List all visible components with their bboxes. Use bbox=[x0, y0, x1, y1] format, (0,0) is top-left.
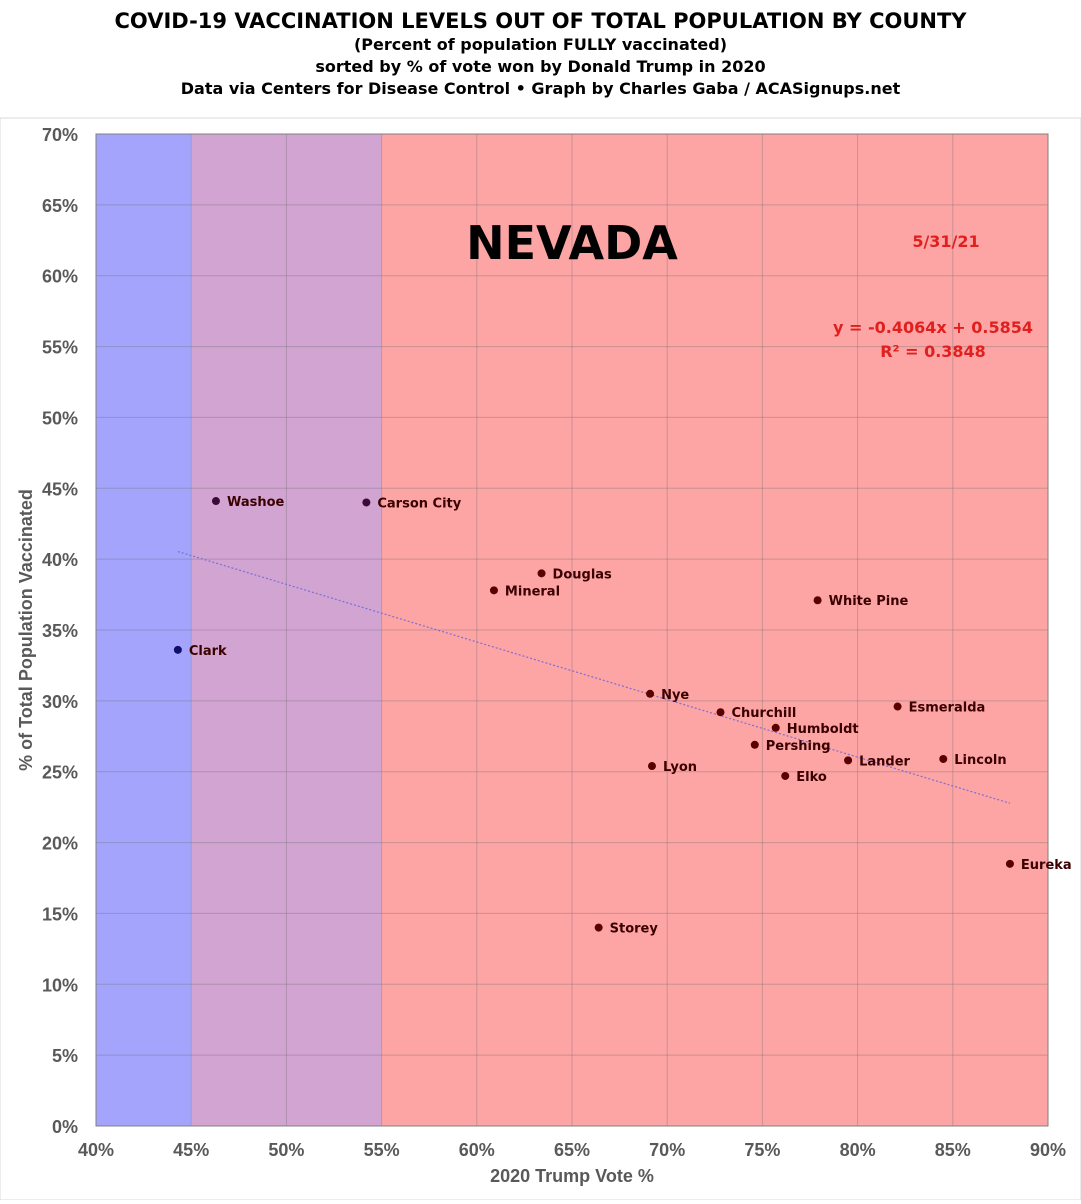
y-tick-label: 25% bbox=[42, 763, 78, 783]
point-pershing bbox=[750, 740, 759, 749]
y-tick-label: 60% bbox=[42, 267, 78, 287]
point-churchill bbox=[716, 708, 725, 717]
y-tick-label: 50% bbox=[42, 408, 78, 428]
trend-equation: y = -0.4064x + 0.5854 bbox=[833, 318, 1033, 337]
x-tick-label: 80% bbox=[840, 1140, 876, 1160]
label-eureka: Eureka bbox=[1021, 858, 1072, 873]
chart-sort-note: sorted by % of vote won by Donald Trump … bbox=[315, 57, 766, 76]
y-tick-label: 65% bbox=[42, 196, 78, 216]
label-lander: Lander bbox=[859, 754, 910, 769]
x-tick-label: 75% bbox=[744, 1140, 780, 1160]
y-tick-label: 30% bbox=[42, 692, 78, 712]
y-tick-label: 55% bbox=[42, 338, 78, 358]
state-label: NEVADA bbox=[466, 216, 678, 270]
x-tick-label: 85% bbox=[935, 1140, 971, 1160]
label-pershing: Pershing bbox=[766, 739, 831, 754]
chart-subtitle: (Percent of population FULLY vaccinated) bbox=[353, 35, 727, 54]
x-tick-label: 70% bbox=[649, 1140, 685, 1160]
data-points bbox=[173, 497, 1014, 932]
point-lyon bbox=[647, 762, 656, 771]
label-storey: Storey bbox=[610, 922, 659, 937]
label-carson-city: Carson City bbox=[377, 496, 461, 511]
label-clark: Clark bbox=[189, 644, 227, 659]
point-lincoln bbox=[939, 754, 948, 763]
y-tick-label: 40% bbox=[42, 550, 78, 570]
point-clark bbox=[173, 645, 182, 654]
y-tick-label: 35% bbox=[42, 621, 78, 641]
data-point-labels: Clark Washoe Carson City Douglas Mineral Whit… bbox=[189, 495, 1072, 937]
x-tick-label: 60% bbox=[459, 1140, 495, 1160]
x-tick-label: 90% bbox=[1030, 1140, 1066, 1160]
plot-border bbox=[95, 133, 1049, 1127]
y-tick-label: 20% bbox=[42, 834, 78, 854]
x-tick-label: 40% bbox=[78, 1140, 114, 1160]
y-tick-label: 5% bbox=[52, 1046, 78, 1066]
point-washoe bbox=[211, 497, 220, 506]
label-douglas: Douglas bbox=[553, 567, 613, 582]
point-humboldt bbox=[771, 723, 780, 732]
label-lincoln: Lincoln bbox=[954, 753, 1006, 768]
chart-title: COVID-19 VACCINATION LEVELS OUT OF TOTAL… bbox=[114, 9, 967, 33]
gridlines bbox=[95, 133, 1049, 1127]
r-squared: R² = 0.3848 bbox=[880, 342, 986, 361]
band-2 bbox=[381, 134, 1049, 1126]
background-bands bbox=[96, 134, 1049, 1126]
band-1 bbox=[191, 134, 382, 1126]
point-nye bbox=[646, 689, 655, 698]
x-axis-label: 2020 Trump Vote % bbox=[490, 1166, 654, 1186]
point-douglas bbox=[537, 569, 546, 578]
label-mineral: Mineral bbox=[505, 584, 560, 599]
point-esmeralda bbox=[893, 702, 902, 711]
point-elko bbox=[781, 771, 790, 780]
point-eureka bbox=[1005, 859, 1014, 868]
x-tick-label: 65% bbox=[554, 1140, 590, 1160]
y-tick-labels: 0% 5% 10% 15% 20% 25% 30% 35% 40% 45% 50% 55% 60% 65%… bbox=[42, 125, 78, 1137]
label-humboldt: Humboldt bbox=[787, 722, 859, 737]
y-tick-label: 70% bbox=[42, 125, 78, 145]
label-elko: Elko bbox=[796, 770, 827, 785]
x-tick-label: 45% bbox=[173, 1140, 209, 1160]
y-tick-label: 10% bbox=[42, 975, 78, 995]
y-tick-label: 45% bbox=[42, 479, 78, 499]
label-lyon: Lyon bbox=[663, 760, 697, 775]
point-mineral bbox=[489, 586, 498, 595]
chart-header: COVID-19 VACCINATION LEVELS OUT OF TOTAL… bbox=[0, 0, 1081, 100]
label-esmeralda: Esmeralda bbox=[909, 701, 986, 716]
x-tick-label: 50% bbox=[268, 1140, 304, 1160]
point-lander bbox=[844, 756, 853, 765]
label-churchill: Churchill bbox=[732, 706, 797, 721]
y-tick-label: 15% bbox=[42, 904, 78, 924]
y-tick-label: 0% bbox=[52, 1117, 78, 1137]
date-label: 5/31/21 bbox=[912, 232, 979, 251]
point-white-pine bbox=[813, 596, 822, 605]
point-storey bbox=[594, 923, 603, 932]
label-white-pine: White Pine bbox=[829, 594, 909, 609]
label-washoe: Washoe bbox=[227, 495, 285, 510]
trendline bbox=[177, 550, 1011, 804]
x-tick-label: 55% bbox=[364, 1140, 400, 1160]
x-tick-labels: 40% 45% 50% 55% 60% 65% 70% 75% 80% 85% 90% bbox=[78, 1140, 1066, 1160]
band-0 bbox=[96, 134, 192, 1126]
label-nye: Nye bbox=[661, 688, 689, 703]
point-carson-city bbox=[362, 498, 371, 507]
y-axis-label: % of Total Population Vaccinated bbox=[16, 489, 36, 771]
chart-source: Data via Centers for Disease Control • G… bbox=[180, 79, 901, 98]
